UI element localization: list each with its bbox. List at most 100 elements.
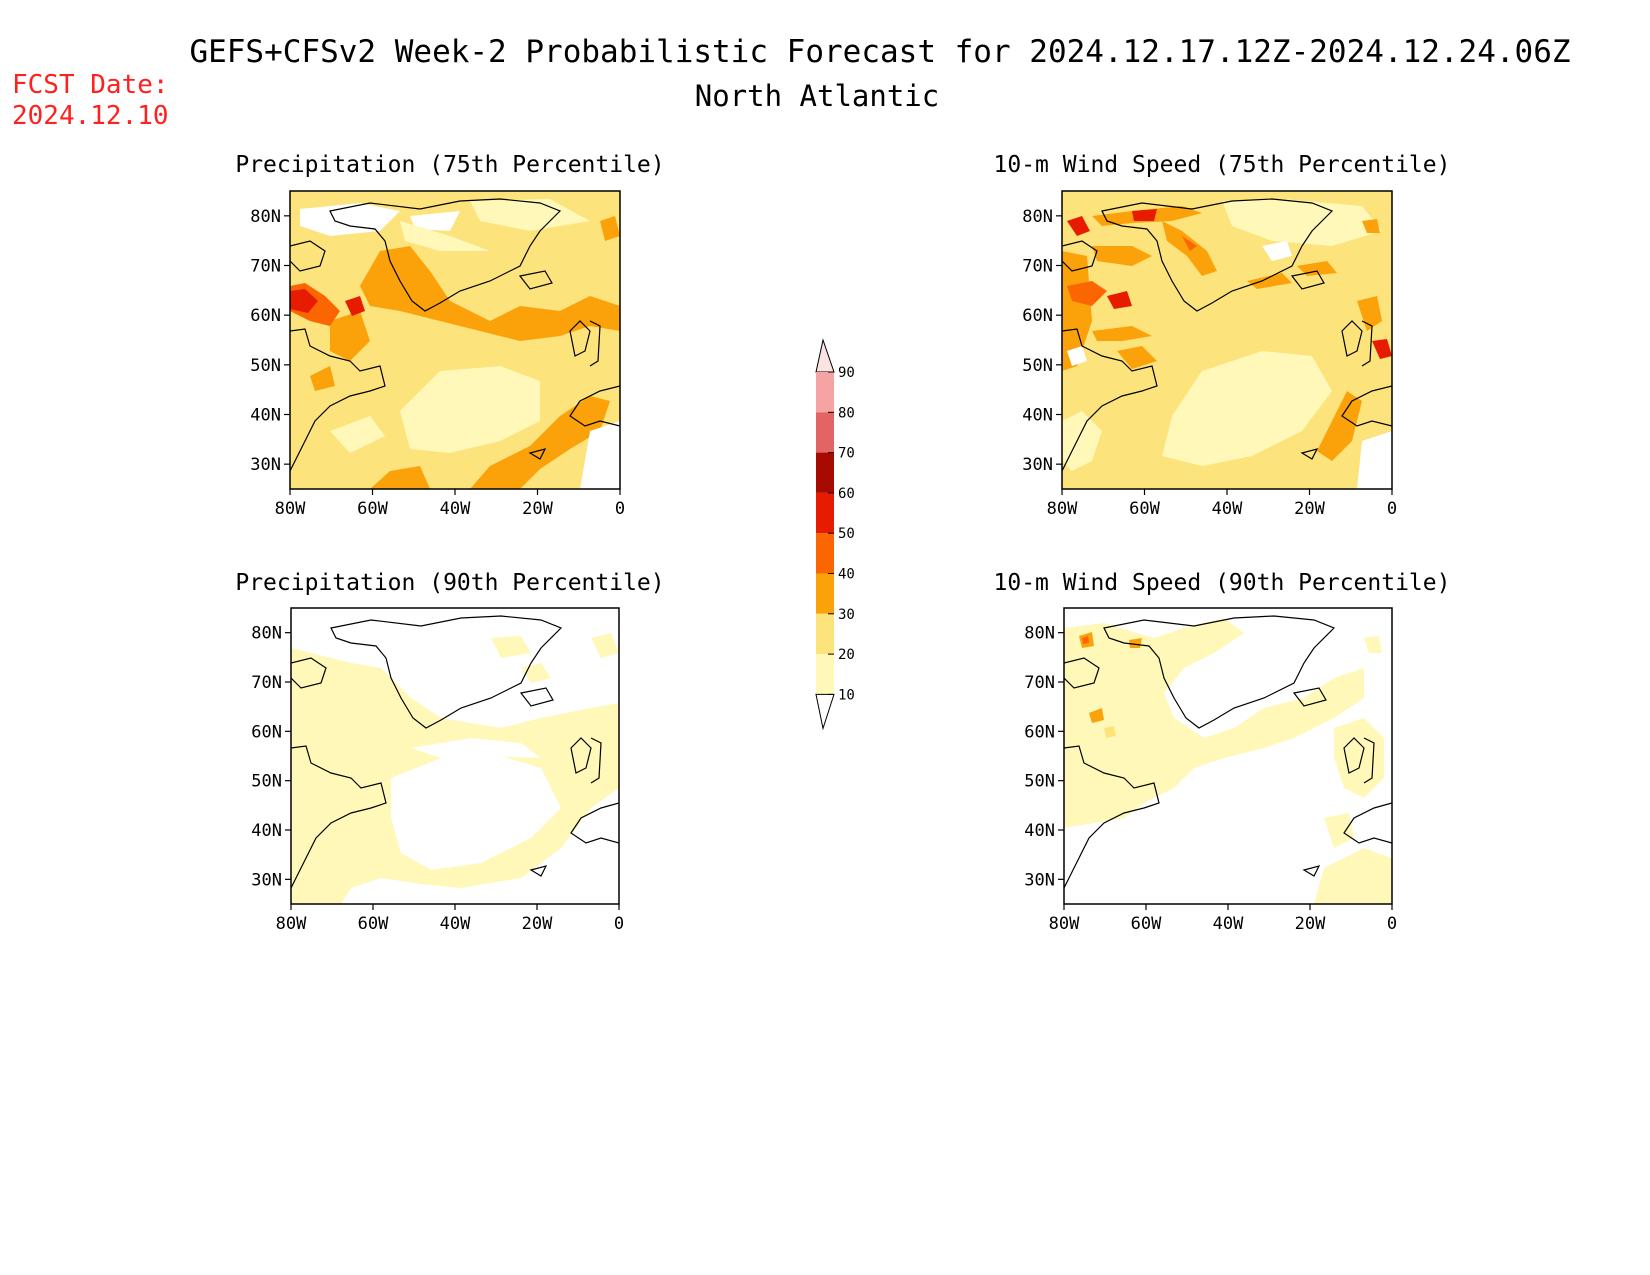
lon-tick-label: 60W <box>358 914 389 934</box>
lon-tick-label: 80W <box>276 914 307 934</box>
lon-tick-label: 80W <box>1047 499 1078 519</box>
colorbar-top-arrow <box>815 338 835 373</box>
coastline <box>1062 198 1392 472</box>
lat-tick-label: 60N <box>1022 306 1053 326</box>
level-below-10-area <box>300 203 400 236</box>
level-30-40-area <box>1362 219 1380 233</box>
lat-tick-label: 50N <box>251 772 282 792</box>
lon-axis: 80W 60W 40W 20W 0 <box>275 489 625 519</box>
level-10-20-area <box>1104 668 1174 758</box>
lon-tick-label: 40W <box>440 499 471 519</box>
lat-tick-label: 60N <box>1024 722 1055 742</box>
level-10-20-area <box>400 221 490 251</box>
map-panel-precip-75: 80N 70N 60N 50N 40N 30N 80W 60W 40W 20W 0 <box>250 190 625 519</box>
colorbar-label: 60 <box>838 486 855 502</box>
level-30-40-area <box>1247 273 1292 289</box>
lon-tick-label: 40W <box>1213 914 1244 934</box>
colorbar-segment <box>816 654 834 695</box>
level-10-20-area <box>1222 199 1382 246</box>
level-below-10-area <box>411 738 541 758</box>
level-40-50-area <box>1182 236 1197 251</box>
level-10-20-area <box>1064 618 1364 828</box>
lat-tick-label: 80N <box>251 624 282 644</box>
level-10-20-area <box>1162 351 1332 466</box>
panel-title-wind-90: 10-m Wind Speed (90th Percentile) <box>994 570 1451 596</box>
map-panel-wind-75: 80N 70N 60N 50N 40N 30N 80W 60W 40W 20W 0 <box>1022 190 1397 519</box>
level-10-20-area <box>491 636 531 658</box>
lat-tick-label: 50N <box>1024 772 1055 792</box>
colorbar-segment <box>816 412 834 453</box>
region-subtitle: North Atlantic <box>695 79 939 113</box>
lat-tick-label: 30N <box>250 455 281 475</box>
level-10-20-area <box>330 416 385 453</box>
lat-tick-label: 50N <box>250 356 281 376</box>
lon-tick-label: 0 <box>1387 499 1397 519</box>
lat-tick-label: 40N <box>250 406 281 426</box>
level-10-20-area <box>591 633 619 658</box>
level-20-30-area <box>1104 726 1116 738</box>
colorbar-bottom-arrow <box>815 693 835 731</box>
lat-tick-label: 70N <box>1022 257 1053 277</box>
level-30-40-area <box>1129 638 1142 648</box>
lat-tick-label: 60N <box>250 306 281 326</box>
level-30-40-area <box>600 216 620 241</box>
lon-tick-label: 60W <box>1131 914 1162 934</box>
lon-tick-label: 20W <box>522 499 553 519</box>
lon-tick-label: 80W <box>1049 914 1080 934</box>
level-10-20-area <box>1364 636 1382 653</box>
lat-tick-label: 50N <box>1022 356 1053 376</box>
lat-tick-label: 40N <box>1022 406 1053 426</box>
lon-tick-label: 0 <box>1387 914 1397 934</box>
lat-tick-label: 40N <box>251 821 282 841</box>
lon-axis: 80W 60W 40W 20W 0 <box>1049 904 1397 934</box>
lat-tick-label: 30N <box>1024 870 1055 890</box>
level-30-40-area <box>360 246 620 341</box>
level-50-60-area <box>1132 209 1157 221</box>
level-below-10-area <box>410 211 460 231</box>
main-title: GEFS+CFSv2 Week-2 Probabilistic Forecast… <box>189 34 1570 70</box>
map-panel-wind-90: 80N 70N 60N 50N 40N 30N 80W 60W 40W 20W 0 <box>1024 607 1397 934</box>
level-30-40-area <box>1357 296 1382 331</box>
lat-tick-label: 70N <box>1024 673 1055 693</box>
level-10-20-area <box>470 199 590 231</box>
fcst-date-value: 2024.12.10 <box>12 101 169 131</box>
colorbar-label: 20 <box>838 647 855 663</box>
lon-tick-label: 0 <box>614 914 624 934</box>
lon-tick-label: 40W <box>1212 499 1243 519</box>
lon-axis: 80W 60W 40W 20W 0 <box>1047 489 1397 519</box>
lat-tick-label: 80N <box>250 207 281 227</box>
level-below-10-area <box>580 421 620 489</box>
level-30-40-area <box>1117 346 1157 369</box>
map-panel-precip-90: 80N 70N 60N 50N 40N 30N 80W 60W 40W 20W 0 <box>251 607 624 934</box>
lat-tick-label: 80N <box>1024 624 1055 644</box>
fcst-date-label: FCST Date: <box>12 70 169 100</box>
lon-tick-label: 0 <box>615 499 625 519</box>
colorbar-segment <box>816 573 834 614</box>
colorbar-label: 90 <box>838 365 855 381</box>
colorbar-segment <box>816 452 834 493</box>
lon-tick-label: 20W <box>1294 499 1325 519</box>
level-10-20-area <box>1062 411 1102 471</box>
level-50-60-area <box>1372 339 1392 359</box>
lon-axis: 80W 60W 40W 20W 0 <box>276 904 624 934</box>
colorbar-segment <box>816 533 834 574</box>
lat-axis: 80N 70N 60N 50N 40N 30N <box>1024 624 1064 890</box>
colorbar-label: 80 <box>838 405 855 421</box>
level-30-40-area <box>1092 246 1152 266</box>
level-10-20-area <box>1324 813 1354 848</box>
lat-tick-label: 70N <box>250 257 281 277</box>
lat-tick-label: 60N <box>251 722 282 742</box>
colorbar-label: 40 <box>838 567 855 583</box>
colorbar-label: 30 <box>838 607 855 623</box>
lat-tick-label: 40N <box>1024 821 1055 841</box>
level-10-20-area <box>400 366 540 453</box>
lon-tick-label: 20W <box>1295 914 1326 934</box>
level-50-60-area <box>345 296 365 316</box>
lat-tick-label: 80N <box>1022 207 1053 227</box>
coastline <box>290 198 620 472</box>
lat-axis: 80N 70N 60N 50N 40N 30N <box>250 207 290 475</box>
colorbar-segment <box>816 492 834 534</box>
level-30-40-area <box>310 366 335 391</box>
lon-tick-label: 80W <box>275 499 306 519</box>
